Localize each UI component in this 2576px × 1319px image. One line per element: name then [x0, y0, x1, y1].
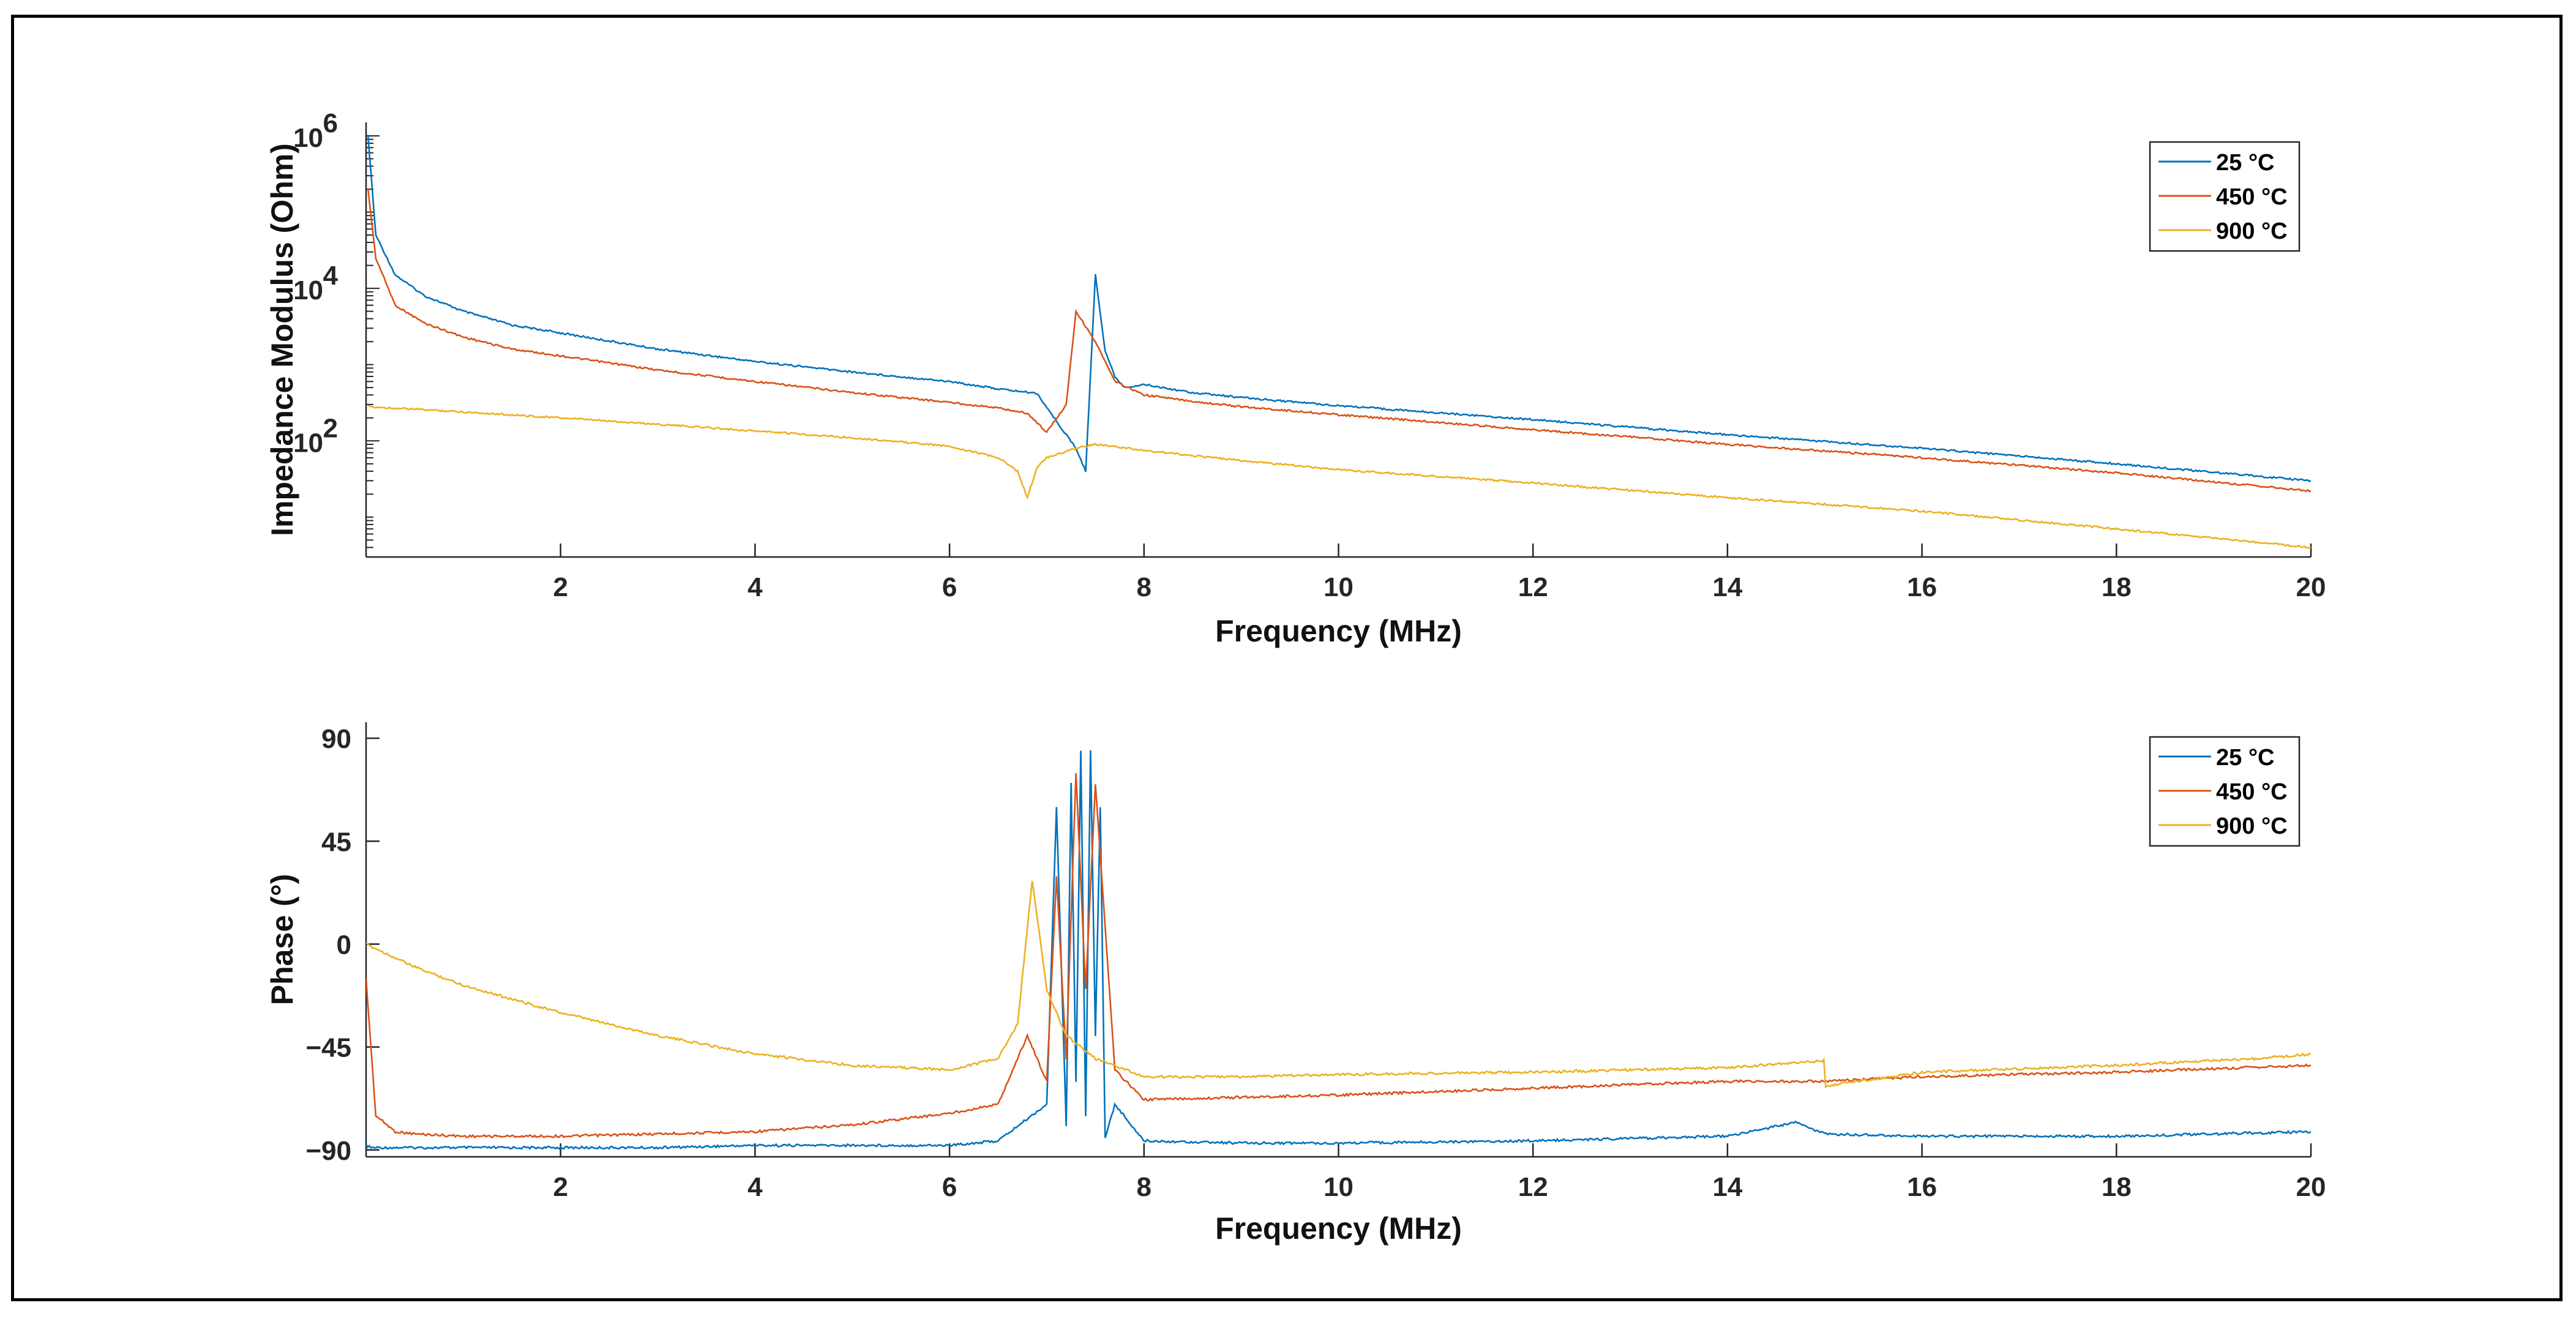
x-tick-label: 16 [1907, 1172, 1937, 1202]
x-tick-label: 14 [1712, 572, 1742, 602]
x-tick-label: 20 [2296, 1172, 2326, 1202]
y-axis-title: Phase (°) [265, 874, 299, 1006]
y-tick-label-base: 10 [293, 123, 323, 153]
x-tick-label: 18 [2102, 1172, 2132, 1202]
x-tick-label: 16 [1907, 572, 1937, 602]
series-line-25c [366, 750, 2311, 1150]
x-axis-title: Frequency (MHz) [1215, 1211, 1462, 1246]
x-tick-label: 14 [1712, 1172, 1742, 1202]
y-tick-label: −45 [305, 1033, 351, 1063]
x-tick-label: 10 [1324, 572, 1354, 602]
legend: 25 °C 450 °C 900 °C [2149, 736, 2301, 847]
series-line-900c [366, 881, 2311, 1089]
x-tick-label: 2 [553, 1172, 567, 1202]
legend-entry: 25 °C [2216, 150, 2274, 176]
legend: 25 °C 450 °C 900 °C [2149, 141, 2301, 252]
series-line-450c [366, 773, 2311, 1139]
legend-entry: 25 °C [2216, 745, 2274, 771]
y-tick-label: 10 6 [293, 108, 338, 153]
y-tick-label-base: 10 [293, 275, 323, 305]
x-tick-label: 10 [1324, 1172, 1354, 1202]
y-tick-label: 0 [337, 930, 351, 960]
series-line-450c [367, 188, 2311, 493]
legend-entry: 900 °C [2216, 219, 2288, 244]
chart-panel-phase: 2 4 6 8 10 12 14 16 18 20 −90 −45 0 45 90 Frequency (MH… [265, 722, 2326, 1246]
y-tick-label: 10 4 [293, 261, 338, 305]
y-tick-label-exponent: 4 [323, 261, 339, 291]
y-axis-title: Impedance Modulus (Ohm) [265, 143, 299, 536]
legend-entry: 450 °C [2216, 779, 2288, 805]
x-tick-label: 20 [2296, 572, 2326, 602]
x-tick-label: 12 [1518, 1172, 1548, 1202]
y-tick-label: 90 [321, 724, 351, 754]
figure-frame [11, 15, 2563, 1301]
x-tick-label: 8 [1137, 572, 1151, 602]
series-line-25c [367, 135, 2311, 482]
legend-entry: 450 °C [2216, 184, 2288, 210]
x-tick-label: 4 [747, 572, 763, 602]
x-tick-label: 4 [747, 1172, 763, 1202]
x-axis-title: Frequency (MHz) [1215, 614, 1462, 648]
x-tick-label: 2 [553, 572, 567, 602]
x-tick-label: 8 [1137, 1172, 1151, 1202]
y-tick-label: 45 [321, 827, 351, 857]
series-line-900c [368, 405, 2311, 549]
y-tick-label-base: 10 [293, 428, 323, 458]
x-tick-label: 6 [942, 572, 957, 602]
legend-entry: 900 °C [2216, 813, 2288, 839]
y-tick-label: 10 2 [293, 413, 338, 458]
y-tick-label-exponent: 6 [323, 108, 338, 138]
x-tick-label: 18 [2102, 572, 2132, 602]
y-tick-label-exponent: 2 [323, 413, 338, 443]
y-tick-label: −90 [305, 1136, 351, 1166]
x-tick-label: 6 [942, 1172, 957, 1202]
x-tick-label: 12 [1518, 572, 1548, 602]
